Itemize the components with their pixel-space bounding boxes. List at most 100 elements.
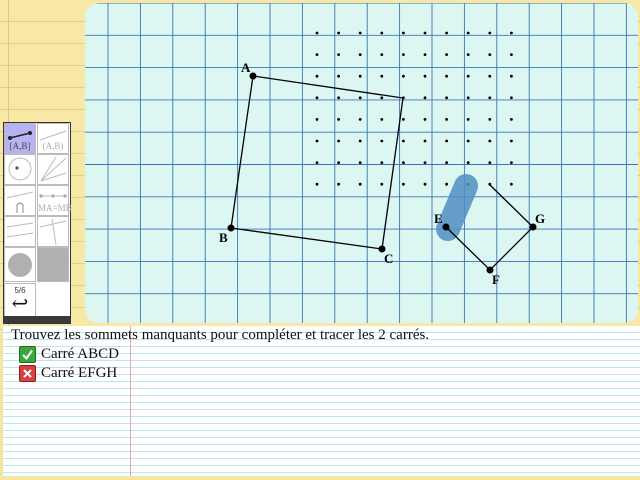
compass-icon: [6, 191, 34, 213]
label-g: G: [535, 211, 545, 226]
grid-dot: [510, 53, 513, 56]
instruction-text: Trouvez les sommets manquants pour compl…: [11, 327, 430, 343]
grid-dot: [380, 118, 384, 121]
compass-tool[interactable]: [4, 185, 36, 216]
dot-grid: [315, 31, 513, 186]
grid-dot: [510, 182, 513, 186]
drag-highlight[interactable]: [436, 174, 478, 241]
parallel-tool[interactable]: [4, 216, 36, 247]
grid-dot: [510, 161, 513, 165]
grid-dot: [423, 139, 427, 143]
toolbar-footer: [4, 316, 70, 323]
grid-dot: [315, 74, 319, 78]
grid-dot: [466, 161, 470, 165]
check-success-icon: [19, 346, 36, 363]
grid-dot: [402, 118, 405, 121]
circle-tool[interactable]: [4, 154, 36, 185]
grid-dot: [358, 74, 362, 78]
angle-icon: [40, 156, 67, 182]
label-b: B: [219, 230, 228, 245]
grid-dot: [315, 96, 319, 100]
grid-dot: [337, 139, 340, 143]
grid-dot: [380, 182, 384, 186]
grid-dot: [445, 53, 448, 56]
grid-dot: [466, 74, 470, 78]
circle-icon: [8, 157, 32, 181]
point-b[interactable]: [227, 224, 235, 232]
gray-tool[interactable]: [37, 247, 69, 282]
grid-dot: [510, 96, 513, 100]
line-tool[interactable]: (A,B): [37, 123, 69, 154]
point-e[interactable]: [442, 223, 450, 231]
midpoint-tool[interactable]: MA=MB: [37, 185, 72, 216]
grid-dot: [402, 53, 405, 56]
grid-dot: [380, 96, 384, 100]
task-label: Carré ABCD: [41, 346, 119, 362]
grid-dot: [423, 31, 427, 35]
midpoint-tool-label: MA=MB: [38, 203, 72, 213]
grid-dot: [445, 96, 448, 100]
line-icon: [39, 130, 67, 141]
grid-dot: [423, 74, 427, 78]
grid-dot: [445, 161, 448, 165]
grid-dot: [358, 31, 362, 35]
grid-dot: [423, 118, 427, 121]
grid-dot: [358, 96, 362, 100]
grid-dot: [402, 182, 405, 186]
task-square-efgh: Carré EFGH: [19, 365, 117, 382]
grid-dot: [466, 53, 470, 56]
point-f[interactable]: [486, 266, 494, 274]
grid-dot: [488, 31, 492, 35]
point-g[interactable]: [529, 223, 537, 231]
grid-dot: [402, 161, 405, 165]
label-e: E: [434, 211, 443, 226]
grid-dot: [337, 31, 340, 35]
grid-dot: [337, 118, 340, 121]
point-c[interactable]: [378, 245, 386, 253]
perpendicular-tool[interactable]: [37, 216, 69, 247]
grid-dot: [466, 96, 470, 100]
grid-dot: [466, 31, 470, 35]
tool-palette: [A,B] (A,B) MA=MB: [3, 122, 72, 324]
grid-dot: [358, 139, 362, 143]
grid-dot: [488, 139, 492, 143]
perpendicular-icon: [39, 218, 67, 246]
grid-dot: [445, 182, 448, 186]
board-canvas[interactable]: A B C E F G: [85, 3, 638, 323]
fill-tool[interactable]: [4, 247, 36, 282]
grid-dot: [423, 182, 427, 186]
grid-dot: [445, 74, 448, 78]
grid-dot: [315, 53, 319, 56]
grid-dot: [380, 139, 384, 143]
geometry-board[interactable]: A B C E F G: [85, 3, 638, 323]
grid-dot: [488, 74, 492, 78]
undo-arrow-icon[interactable]: ↩: [11, 293, 29, 315]
segment-tool-label: [A,B]: [9, 141, 31, 151]
grid-dot: [466, 118, 470, 121]
grid-dot: [380, 31, 384, 35]
grid-dot: [423, 53, 427, 56]
grid-dot: [488, 118, 492, 121]
grid-dot: [358, 182, 362, 186]
disk-icon: [8, 253, 32, 277]
grid-dot: [380, 53, 384, 56]
point-a[interactable]: [249, 72, 257, 80]
segment-tool[interactable]: [A,B]: [4, 123, 36, 154]
label-c: C: [384, 251, 393, 266]
grid-dot: [315, 182, 319, 186]
segment-icon: [8, 131, 32, 140]
instruction-paper: [3, 326, 640, 476]
grid-dot: [337, 161, 340, 165]
grid-dot: [423, 96, 427, 100]
grid-dot: [337, 96, 340, 100]
grid-dot: [315, 31, 319, 35]
polyline-efg: [445, 184, 534, 271]
grid-dot: [380, 161, 384, 165]
grid-dot: [488, 96, 492, 100]
label-f: F: [492, 272, 500, 287]
angle-tool[interactable]: [37, 154, 69, 185]
grid-dot: [358, 161, 362, 165]
task-square-abcd: Carré ABCD: [19, 346, 119, 363]
grid-dot: [402, 139, 405, 143]
grid-dot: [337, 74, 340, 78]
